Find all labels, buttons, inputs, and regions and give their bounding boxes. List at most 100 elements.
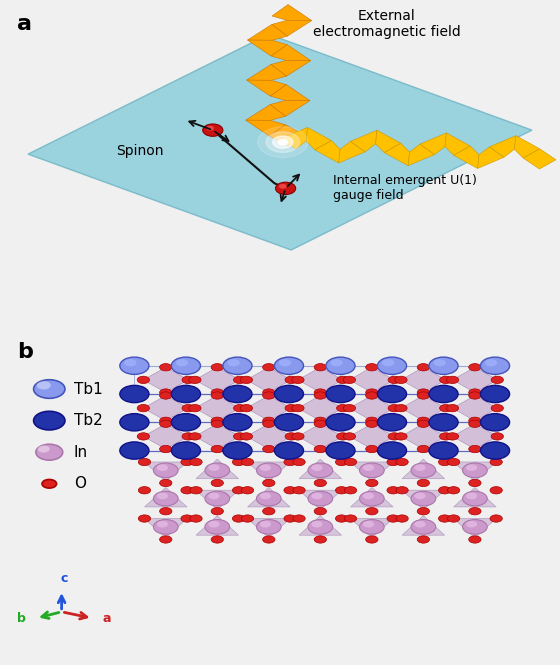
Polygon shape	[298, 424, 343, 449]
Circle shape	[137, 376, 150, 384]
Circle shape	[417, 389, 430, 396]
Circle shape	[227, 359, 240, 366]
Circle shape	[292, 404, 304, 412]
Circle shape	[363, 464, 374, 471]
Circle shape	[157, 493, 168, 499]
Polygon shape	[271, 45, 311, 61]
Text: b: b	[17, 342, 32, 362]
Circle shape	[388, 404, 400, 412]
Circle shape	[258, 127, 308, 158]
Circle shape	[38, 446, 50, 453]
Circle shape	[120, 414, 149, 431]
Polygon shape	[402, 459, 445, 479]
Circle shape	[171, 357, 200, 374]
Circle shape	[366, 364, 378, 371]
Circle shape	[285, 433, 297, 440]
Text: O: O	[74, 476, 86, 491]
Circle shape	[335, 515, 348, 522]
Circle shape	[153, 519, 178, 534]
Circle shape	[414, 521, 426, 527]
Circle shape	[190, 487, 202, 494]
Circle shape	[463, 463, 487, 477]
Circle shape	[256, 463, 281, 477]
Polygon shape	[196, 459, 239, 479]
Polygon shape	[246, 104, 286, 120]
Circle shape	[387, 458, 399, 465]
Circle shape	[171, 385, 200, 402]
Polygon shape	[143, 424, 188, 449]
Circle shape	[414, 493, 426, 499]
Circle shape	[469, 536, 481, 543]
Circle shape	[138, 487, 151, 494]
Circle shape	[285, 404, 297, 412]
Circle shape	[417, 479, 430, 487]
Circle shape	[263, 392, 275, 399]
Circle shape	[438, 458, 451, 465]
Circle shape	[263, 420, 275, 428]
Circle shape	[433, 359, 446, 366]
Circle shape	[469, 446, 481, 453]
Circle shape	[189, 404, 201, 412]
Circle shape	[205, 491, 230, 506]
Circle shape	[491, 376, 503, 384]
Polygon shape	[248, 462, 290, 481]
Text: a: a	[102, 612, 111, 625]
Polygon shape	[478, 147, 504, 168]
Circle shape	[469, 479, 481, 487]
Circle shape	[308, 463, 333, 477]
Circle shape	[263, 364, 275, 371]
Circle shape	[256, 491, 281, 506]
Text: c: c	[60, 571, 68, 585]
Circle shape	[182, 433, 194, 440]
Circle shape	[396, 515, 408, 522]
Circle shape	[360, 463, 384, 477]
Circle shape	[491, 404, 503, 412]
Polygon shape	[401, 367, 446, 392]
Circle shape	[211, 420, 223, 428]
Polygon shape	[298, 367, 343, 392]
Polygon shape	[196, 490, 239, 510]
Circle shape	[382, 359, 394, 366]
Circle shape	[181, 458, 193, 465]
Polygon shape	[349, 367, 394, 392]
Circle shape	[469, 389, 481, 396]
Polygon shape	[143, 367, 188, 392]
Circle shape	[137, 433, 150, 440]
Polygon shape	[349, 396, 394, 421]
Circle shape	[395, 376, 407, 384]
Circle shape	[377, 414, 407, 431]
Circle shape	[263, 507, 275, 515]
Circle shape	[36, 444, 63, 460]
Circle shape	[440, 376, 452, 384]
Circle shape	[326, 357, 355, 374]
Circle shape	[308, 519, 333, 534]
Circle shape	[279, 184, 287, 189]
Polygon shape	[246, 80, 286, 96]
Circle shape	[266, 132, 300, 152]
Circle shape	[466, 464, 477, 471]
Polygon shape	[248, 487, 290, 507]
Circle shape	[447, 487, 460, 494]
Circle shape	[337, 433, 349, 440]
Circle shape	[190, 458, 202, 465]
Circle shape	[344, 487, 357, 494]
Circle shape	[417, 420, 430, 428]
Circle shape	[480, 385, 510, 402]
Circle shape	[414, 464, 426, 471]
Polygon shape	[144, 519, 187, 538]
Circle shape	[171, 442, 200, 459]
Circle shape	[263, 479, 275, 487]
Circle shape	[366, 420, 378, 428]
Circle shape	[366, 446, 378, 453]
Circle shape	[223, 385, 252, 402]
Circle shape	[263, 536, 275, 543]
Circle shape	[343, 433, 356, 440]
Circle shape	[181, 487, 193, 494]
Circle shape	[417, 364, 430, 371]
Circle shape	[292, 433, 304, 440]
Circle shape	[240, 433, 253, 440]
Polygon shape	[445, 133, 470, 156]
Circle shape	[276, 182, 296, 195]
Circle shape	[440, 404, 452, 412]
Circle shape	[417, 536, 430, 543]
